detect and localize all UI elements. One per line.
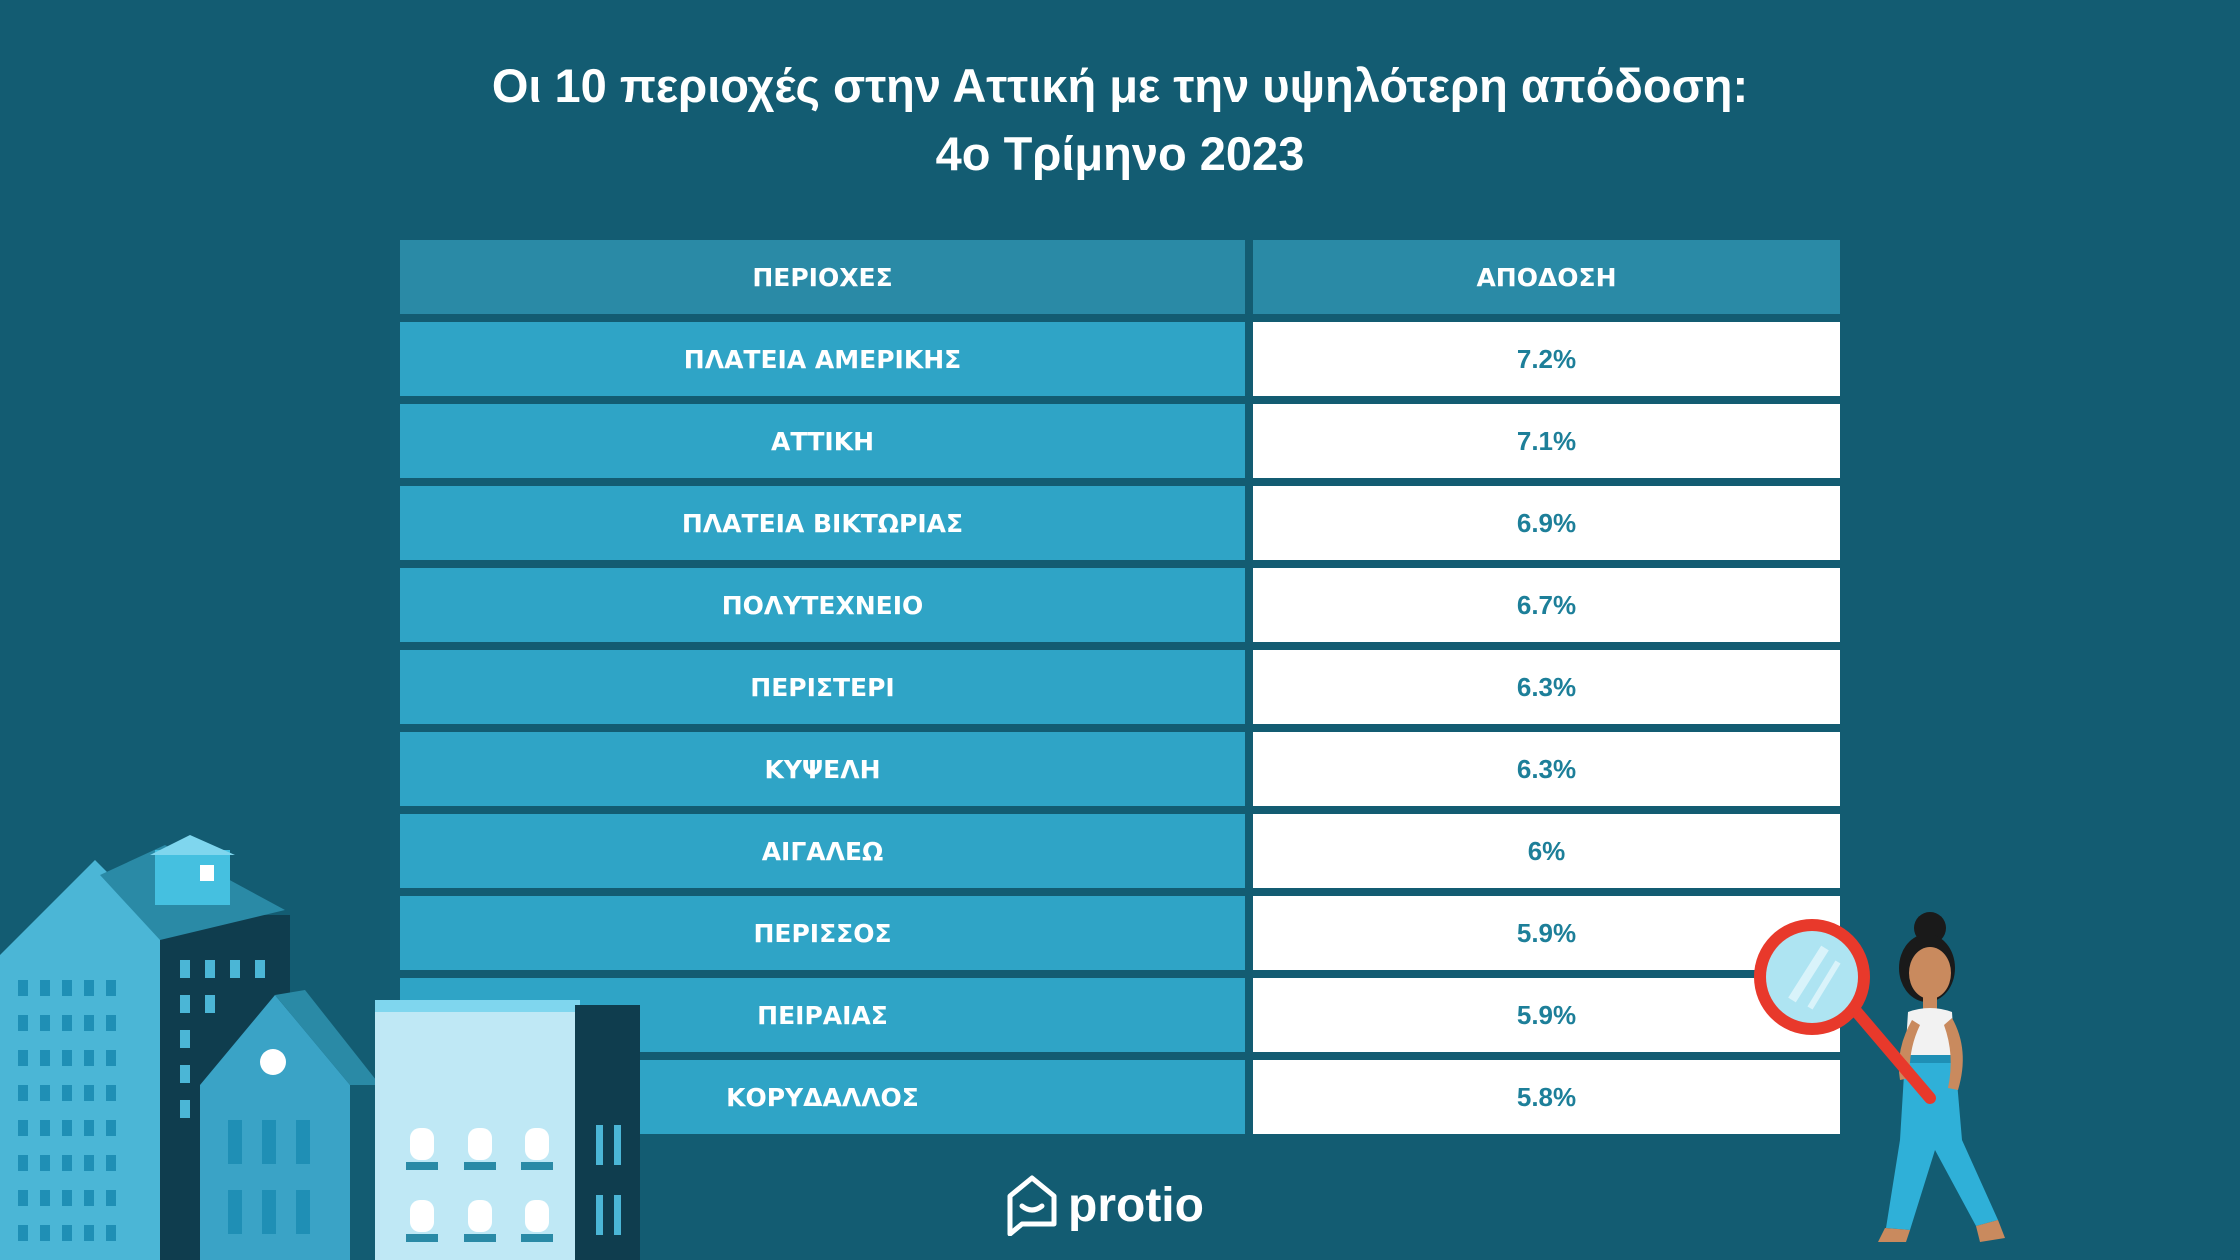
area-cell: ΠΛΑΤΕΙΑ ΑΜΕΡΙΚΗΣ bbox=[400, 322, 1245, 396]
house-chat-icon bbox=[1007, 1175, 1057, 1236]
area-cell: ΚΥΨΕΛΗ bbox=[400, 732, 1245, 806]
yield-cell: 5.9% bbox=[1253, 896, 1840, 970]
title-line-1: Οι 10 περιοχές στην Αττική με την υψηλότ… bbox=[491, 59, 1749, 112]
table-row: ΚΥΨΕΛΗ 6.3% bbox=[400, 732, 1840, 806]
area-cell: ΑΙΓΑΛΕΩ bbox=[400, 814, 1245, 888]
page-title: Οι 10 περιοχές στην Αττική με την υψηλότ… bbox=[0, 52, 2240, 188]
column-header-areas: ΠΕΡΙΟΧΕΣ bbox=[400, 240, 1245, 314]
woman-magnifier-illustration bbox=[1754, 912, 2005, 1242]
yield-cell: 6.3% bbox=[1253, 650, 1840, 724]
title-line-2: 4ο Τρίμηνο 2023 bbox=[935, 127, 1305, 180]
table-row: ΠΕΡΙΣΣΟΣ 5.9% bbox=[400, 896, 1840, 970]
yield-cell: 7.1% bbox=[1253, 404, 1840, 478]
table-row: ΠΛΑΤΕΙΑ ΑΜΕΡΙΚΗΣ 7.2% bbox=[400, 322, 1840, 396]
table-row: ΠΟΛΥΤΕΧΝΕΙΟ 6.7% bbox=[400, 568, 1840, 642]
column-header-yield: ΑΠΟΔΟΣΗ bbox=[1253, 240, 1840, 314]
yield-cell: 7.2% bbox=[1253, 322, 1840, 396]
area-cell: ΠΛΑΤΕΙΑ ΒΙΚΤΩΡΙΑΣ bbox=[400, 486, 1245, 560]
logo-text: protio bbox=[1068, 1178, 1204, 1232]
table-row: ΠΛΑΤΕΙΑ ΒΙΚΤΩΡΙΑΣ 6.9% bbox=[400, 486, 1840, 560]
area-cell: ΠΟΛΥΤΕΧΝΕΙΟ bbox=[400, 568, 1245, 642]
yield-cell: 6.3% bbox=[1253, 732, 1840, 806]
yield-table: ΠΕΡΙΟΧΕΣ ΑΠΟΔΟΣΗ ΠΛΑΤΕΙΑ ΑΜΕΡΙΚΗΣ 7.2% ΑΤΤ… bbox=[400, 240, 1840, 1142]
table-row: ΠΕΡΙΣΤΕΡΙ 6.3% bbox=[400, 650, 1840, 724]
area-cell: ΠΕΡΙΣΣΟΣ bbox=[400, 896, 1245, 970]
table-header-row: ΠΕΡΙΟΧΕΣ ΑΠΟΔΟΣΗ bbox=[400, 240, 1840, 314]
area-cell: ΠΕΡΙΣΤΕΡΙ bbox=[400, 650, 1245, 724]
yield-cell: 6.7% bbox=[1253, 568, 1840, 642]
table-row: ΑΤΤΙΚΗ 7.1% bbox=[400, 404, 1840, 478]
table-row: ΑΙΓΑΛΕΩ 6% bbox=[400, 814, 1840, 888]
city-buildings-illustration bbox=[0, 835, 640, 1260]
protio-logo: protio bbox=[1004, 1170, 1204, 1240]
yield-cell: 5.9% bbox=[1253, 978, 1840, 1052]
yield-cell: 5.8% bbox=[1253, 1060, 1840, 1134]
area-cell: ΑΤΤΙΚΗ bbox=[400, 404, 1245, 478]
yield-cell: 6.9% bbox=[1253, 486, 1840, 560]
yield-cell: 6% bbox=[1253, 814, 1840, 888]
